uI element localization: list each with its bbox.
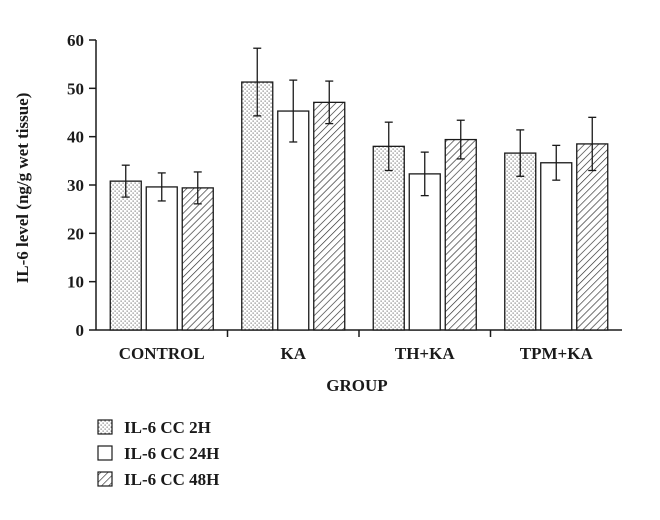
x-tick-label-ka: KA (281, 344, 307, 363)
bars-group (109, 81, 609, 331)
bar-3-1 (540, 162, 573, 331)
bar-0-2 (181, 187, 214, 331)
legend-label-2: IL-6 CC 48H (124, 470, 219, 489)
bar-0-0 (109, 180, 142, 331)
bar-2-1 (408, 173, 441, 331)
legend-label-1: IL-6 CC 24H (124, 444, 219, 463)
x-tick-label-th-ka: TH+KA (395, 344, 455, 363)
y-tick-label-30: 30 (67, 176, 84, 195)
legend: IL-6 CC 2H IL-6 CC 24H IL-6 CC 48H (97, 418, 219, 489)
bar-2-2 (444, 138, 477, 331)
x-axis-title: GROUP (326, 376, 387, 395)
y-tick-label-50: 50 (67, 79, 84, 98)
y-tick-label-20: 20 (67, 224, 84, 243)
bar-1-0 (241, 81, 274, 331)
x-tick-label-tpm-ka: TPM+KA (520, 344, 594, 363)
legend-swatch-1 (97, 445, 113, 461)
y-tick-label-40: 40 (67, 128, 84, 147)
bar-1-2 (313, 101, 346, 331)
x-tick-label-control: CONTROL (119, 344, 205, 363)
y-tick-label-0: 0 (76, 321, 85, 340)
y-tick-label-60: 60 (67, 31, 84, 50)
labels-group: 0 10 20 30 40 50 60 CONTROL KA TH+KA TPM+KA (67, 31, 593, 363)
y-tick-label-10: 10 (67, 273, 84, 292)
legend-swatch-2 (97, 471, 113, 487)
legend-label-0: IL-6 CC 2H (124, 418, 211, 437)
bar-0-1 (145, 186, 178, 331)
bar-3-2 (576, 143, 609, 331)
y-axis-title: IL-6 level (ng/g wet tissue) (13, 93, 32, 284)
bar-3-0 (504, 152, 537, 331)
bar-2-0 (372, 145, 405, 331)
error-bars-group (121, 47, 597, 205)
legend-swatch-0 (97, 419, 113, 435)
bar-1-1 (277, 110, 310, 331)
